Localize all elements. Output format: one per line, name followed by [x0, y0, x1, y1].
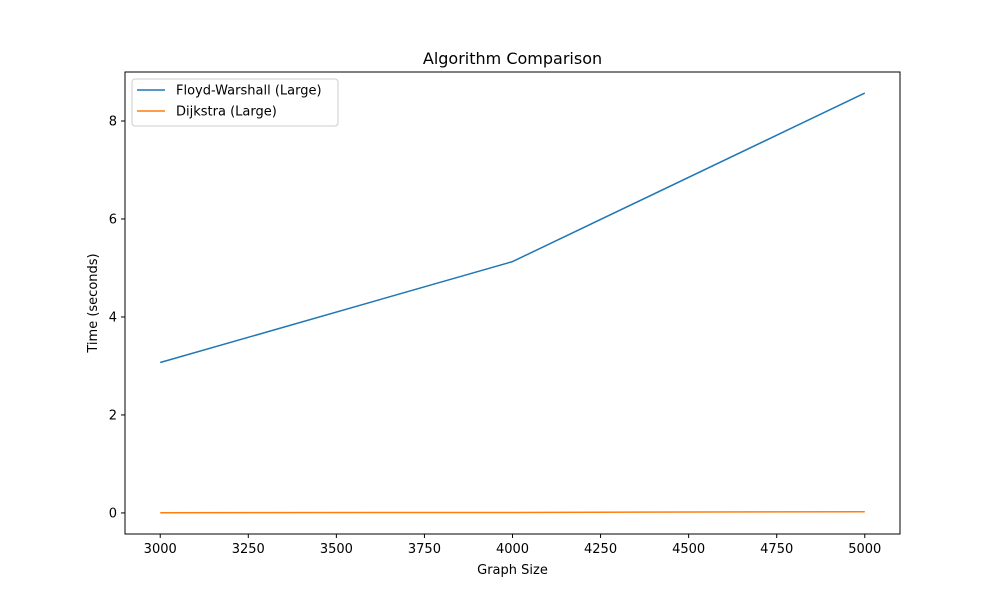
y-tick-label: 6	[109, 212, 117, 227]
x-tick-label: 3500	[320, 542, 353, 557]
y-tick-label: 8	[109, 114, 117, 129]
y-axis-label: Time (seconds)	[86, 253, 101, 353]
legend: Floyd-Warshall (Large) Dijkstra (Large)	[131, 78, 339, 127]
series-line-1	[160, 510, 865, 514]
x-tick-label: 4000	[496, 542, 529, 557]
chart-title: Algorithm Comparison	[423, 49, 602, 68]
x-tick-label: 3750	[408, 542, 441, 557]
x-tick-label: 3000	[144, 542, 177, 557]
y-axis-ticks: 0 2 4 6 8	[109, 114, 125, 521]
y-tick-label: 4	[109, 310, 117, 325]
y-tick-label: 2	[109, 408, 117, 423]
x-axis-ticks: 3000 3250 3500 3750 4000 4250 4500 4750 5000	[144, 534, 881, 557]
series-layer	[160, 92, 866, 514]
x-tick-label: 4500	[672, 542, 705, 557]
x-axis-label: Graph Size	[477, 563, 548, 578]
legend-label-0: Floyd-Warshall (Large)	[176, 84, 322, 99]
legend-label-1: Dijkstra (Large)	[176, 105, 277, 120]
x-tick-label: 4750	[760, 542, 793, 557]
x-tick-label: 4250	[584, 542, 617, 557]
legend-box	[131, 78, 339, 127]
x-tick-label: 5000	[848, 542, 881, 557]
y-tick-label: 0	[109, 506, 117, 521]
x-tick-label: 3250	[232, 542, 265, 557]
series-line-0	[160, 92, 866, 364]
legend-entries: Floyd-Warshall (Large) Dijkstra (Large)	[137, 84, 322, 120]
